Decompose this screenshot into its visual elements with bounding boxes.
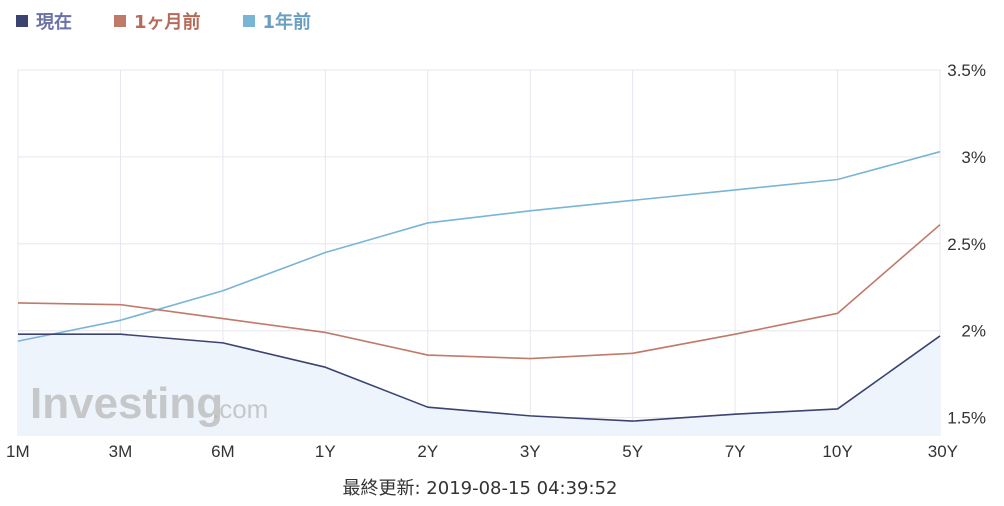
series-line-2 bbox=[17, 150, 941, 342]
x-tick-label: 2Y bbox=[417, 442, 438, 461]
legend-item-0[interactable]: 現在 bbox=[16, 8, 72, 34]
x-tick-label: 6M bbox=[211, 442, 235, 461]
legend-label: 現在 bbox=[36, 12, 72, 33]
legend-label: 1年前 bbox=[262, 12, 312, 33]
last-updated: 最終更新: 2019-08-15 04:39:52 bbox=[342, 478, 618, 499]
x-tick-label: 1Y bbox=[315, 442, 336, 461]
investing-watermark: Investing .com bbox=[30, 379, 268, 428]
x-tick-label: 5Y bbox=[622, 442, 643, 461]
legend-swatch bbox=[114, 15, 126, 27]
legend-item-2[interactable]: 1年前 bbox=[242, 8, 312, 34]
y-tick-label: 2.5% bbox=[947, 235, 986, 254]
current-area-fill bbox=[18, 334, 940, 435]
series-line-0 bbox=[18, 333, 941, 422]
chart-axes: 1M 3M 6M 1Y 2Y 3Y 5Y 7Y 10Y 30Y 1.5% 2% 2.5% 3% 3.5% bbox=[6, 61, 986, 461]
x-tick-label: 1M bbox=[6, 442, 30, 461]
watermark-suffix: .com bbox=[212, 394, 268, 424]
series-line-1 bbox=[17, 224, 941, 360]
y-tick-label: 1.5% bbox=[947, 409, 986, 428]
watermark-brand: Investing bbox=[30, 379, 223, 428]
y-tick-label: 2% bbox=[961, 322, 986, 341]
legend-swatch bbox=[242, 15, 255, 27]
legend-swatch bbox=[16, 15, 28, 27]
y-tick-label: 3.5% bbox=[947, 61, 986, 80]
current-area bbox=[18, 334, 940, 435]
legend-item-1[interactable]: 1ヶ月前 bbox=[114, 8, 201, 34]
chart-series bbox=[17, 150, 941, 422]
chart-legend: 現在 1ヶ月前 1年前 bbox=[16, 8, 353, 34]
y-tick-label: 3% bbox=[961, 148, 986, 167]
x-tick-label: 30Y bbox=[928, 442, 958, 461]
x-tick-label: 10Y bbox=[822, 442, 852, 461]
legend-label: 1ヶ月前 bbox=[134, 12, 201, 33]
x-tick-label: 3Y bbox=[520, 442, 541, 461]
x-tick-label: 7Y bbox=[725, 442, 746, 461]
x-tick-label: 3M bbox=[109, 442, 133, 461]
